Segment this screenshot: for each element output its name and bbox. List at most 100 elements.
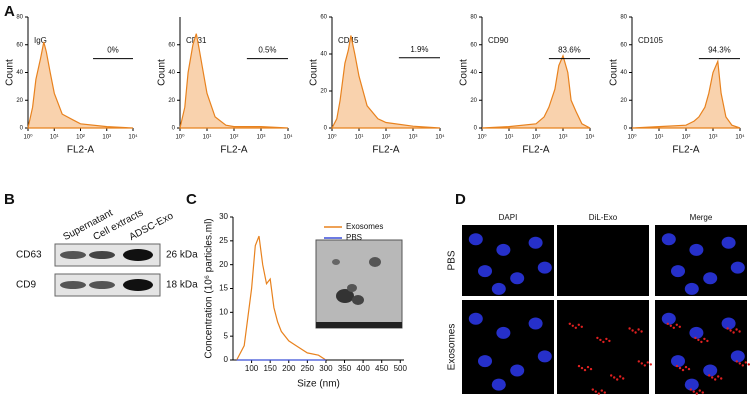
dil-signal	[634, 331, 637, 334]
tem-scale	[316, 322, 402, 328]
histogram-area	[481, 54, 591, 129]
dil-signal	[675, 364, 679, 368]
y-tick-label: 20	[168, 98, 175, 104]
x-tick-label: 10²	[682, 135, 691, 141]
x-tick-label: 10⁴	[585, 134, 595, 141]
dil-signal	[640, 362, 643, 365]
panel-label: C	[186, 191, 197, 208]
dil-signal	[681, 368, 685, 372]
micrograph	[557, 225, 649, 296]
y-tick-label: 15	[219, 284, 228, 293]
histogram-area	[631, 59, 741, 129]
y-tick-label: 10	[219, 307, 228, 316]
dil-signal	[586, 365, 590, 369]
x-tick-label: 100	[245, 364, 259, 373]
gate-label: 0.5%	[258, 46, 276, 55]
dil-signal	[643, 364, 646, 367]
nucleus	[661, 312, 676, 325]
y-tick-label: 80	[470, 15, 477, 21]
panel-label: A	[4, 3, 15, 20]
nucleus	[703, 364, 718, 377]
x-tick-label: 10⁰	[327, 134, 337, 141]
dil-signal	[708, 374, 711, 377]
nucleus	[703, 272, 718, 285]
dil-signal	[649, 363, 652, 366]
x-tick-label: 10³	[559, 135, 568, 141]
dil-signal	[700, 340, 703, 344]
nucleus	[730, 350, 745, 363]
dil-signal	[732, 331, 735, 334]
nucleus	[684, 282, 699, 295]
chart-title: CD90	[488, 36, 509, 45]
dil-signal	[619, 375, 622, 378]
dil-signal	[678, 325, 681, 328]
y-tick-label: 60	[16, 42, 23, 48]
y-tick-label: 20	[320, 89, 327, 95]
column-header: Merge	[690, 213, 713, 222]
dil-signal	[646, 361, 649, 364]
dil-signal	[631, 329, 634, 332]
dil-signal	[738, 330, 741, 333]
nucleus	[671, 355, 685, 368]
x-tick-label: 10¹	[655, 135, 664, 141]
x-tick-label: 10¹	[203, 135, 212, 141]
y-tick-label: 80	[620, 15, 627, 21]
y-tick-label: 60	[470, 42, 477, 48]
x-tick-label: 10⁴	[283, 134, 293, 141]
dil-signal	[583, 368, 587, 372]
x-tick-label: 250	[301, 364, 315, 373]
nucleus	[684, 378, 699, 391]
dil-signal	[602, 340, 605, 344]
x-tick-label: 10⁰	[477, 134, 487, 141]
y-axis-label: Count	[5, 59, 16, 86]
nucleus	[468, 233, 483, 246]
nucleus	[510, 364, 525, 377]
y-tick-label: 40	[16, 70, 23, 76]
band	[123, 279, 153, 291]
x-axis-label: FL2-A	[522, 145, 550, 156]
gate-label: 83.6%	[558, 46, 581, 55]
nucleus	[721, 317, 736, 330]
dil-signal	[701, 391, 704, 394]
x-tick-label: 400	[356, 364, 370, 373]
dil-signal	[692, 390, 695, 393]
dil-signal	[616, 378, 619, 381]
x-tick-label: 350	[338, 364, 352, 373]
y-axis-label: Concentration (10⁶ particles.ml)	[204, 218, 215, 358]
dil-signal	[706, 339, 709, 343]
nucleus	[537, 350, 552, 363]
x-tick-label: 10⁰	[23, 134, 33, 141]
nucleus	[491, 378, 506, 391]
dil-signal	[689, 388, 692, 391]
dil-signal	[678, 366, 682, 370]
dil-signal	[580, 325, 583, 328]
y-tick-label: 20	[219, 260, 228, 269]
dil-signal	[640, 330, 643, 333]
x-tick-label: 10²	[76, 135, 85, 141]
y-tick-label: 30	[219, 212, 228, 221]
dil-signal	[729, 329, 732, 332]
y-tick-label: 0	[624, 126, 628, 132]
y-tick-label: 0	[474, 126, 478, 132]
dil-signal	[672, 326, 675, 329]
x-axis-label: FL2-A	[372, 145, 400, 156]
tem-image	[315, 239, 403, 329]
dil-signal	[735, 328, 738, 331]
dil-signal	[694, 336, 697, 340]
x-axis-label: FL2-A	[67, 145, 95, 156]
tem-particle	[347, 284, 357, 292]
y-tick-label: 25	[219, 236, 228, 245]
dil-signal	[610, 374, 613, 377]
dil-signal	[714, 378, 717, 381]
dil-signal	[613, 376, 616, 379]
x-tick-label: 10²	[382, 135, 391, 141]
dil-signal	[608, 339, 611, 343]
micrograph	[557, 300, 649, 394]
x-tick-label: 10⁴	[435, 134, 445, 141]
nucleus	[468, 312, 483, 325]
y-axis-label: Count	[157, 59, 168, 86]
nucleus	[671, 265, 685, 278]
x-axis-label: FL2-A	[672, 145, 700, 156]
chart-title: CD105	[638, 36, 663, 45]
band	[60, 251, 86, 259]
